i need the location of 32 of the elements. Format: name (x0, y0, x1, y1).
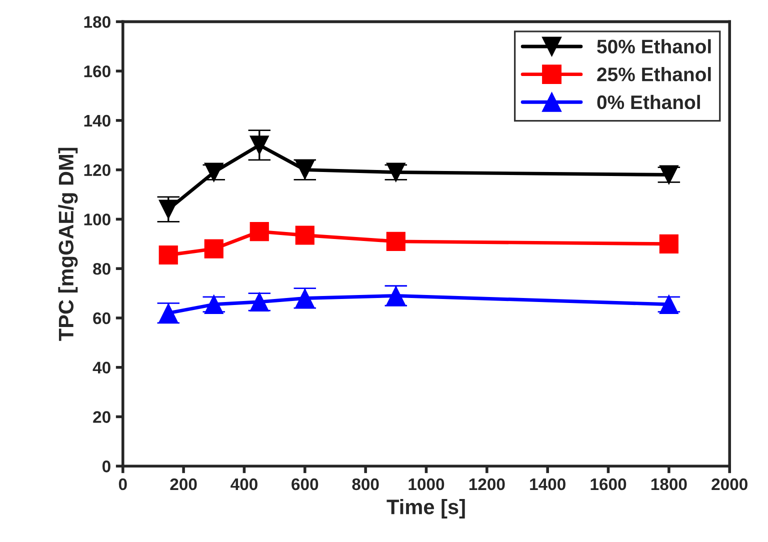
point (204, 239, 224, 258)
point (659, 234, 678, 254)
point (386, 232, 406, 251)
y-axis-title: TPC [mgGAE/g DM] (58, 148, 78, 341)
y-tick-label: 0 (102, 460, 110, 472)
point (250, 222, 269, 242)
point (158, 245, 178, 265)
x-tick-label: 1600 (590, 478, 626, 490)
y-tick-label: 20 (93, 411, 110, 423)
y-tick-label: 120 (84, 164, 110, 176)
legend-label: 50% Ethanol (597, 39, 711, 54)
x-tick-label: 600 (292, 478, 318, 490)
legend-label: 0% Ethanol (597, 94, 700, 110)
x-tick-label: 400 (230, 478, 258, 490)
point (295, 226, 314, 245)
x-axis-title: Time [s] (386, 499, 465, 518)
x-tick-label: 800 (352, 478, 379, 490)
legend-label: 25% Ethanol (597, 67, 711, 82)
x-tick-label: 1400 (530, 478, 566, 490)
y-tick-label: 180 (84, 16, 110, 28)
y-tick-label: 80 (93, 262, 110, 275)
x-tick-label: 1000 (408, 478, 444, 490)
y-tick-label: 100 (84, 214, 110, 226)
y-tick-label: 160 (84, 65, 110, 78)
y-tick-label: 40 (92, 362, 110, 374)
x-tick-label: 2000 (712, 478, 748, 490)
x-tick-label: 1800 (651, 478, 687, 490)
x-tick-label: 0 (118, 478, 127, 490)
y-tick-label: 140 (84, 114, 110, 127)
x-tick-label: 1200 (469, 478, 505, 490)
x-tick-label: 200 (170, 478, 197, 490)
y-tick-label: 60 (93, 312, 110, 324)
